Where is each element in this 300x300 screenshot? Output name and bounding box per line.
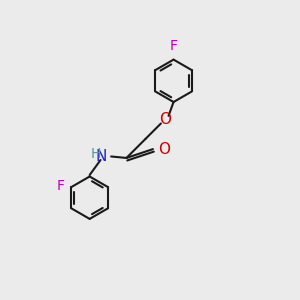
Text: F: F xyxy=(169,39,178,53)
Text: O: O xyxy=(159,112,171,127)
Text: H: H xyxy=(90,147,101,161)
Text: N: N xyxy=(95,149,106,164)
Text: F: F xyxy=(57,178,65,193)
Text: O: O xyxy=(158,142,170,157)
